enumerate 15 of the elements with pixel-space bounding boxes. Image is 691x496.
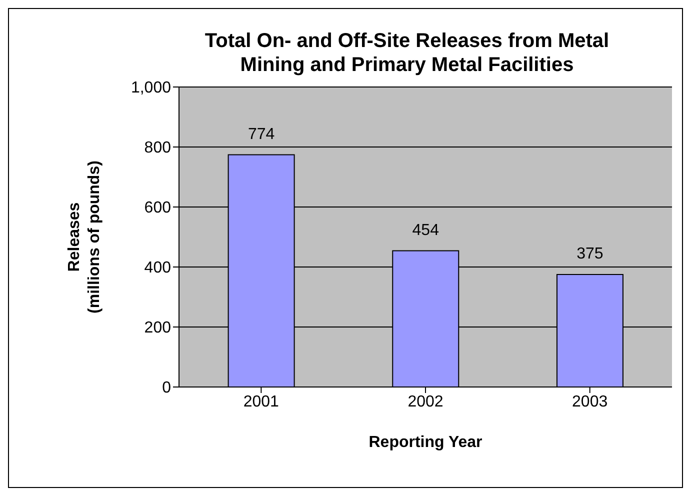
x-axis-title: Reporting Year: [368, 434, 482, 451]
x-tick-label: 2003: [572, 393, 608, 410]
y-tick-label: 200: [144, 320, 172, 337]
y-tick-label: 600: [144, 200, 172, 217]
x-tick-label: 2002: [408, 393, 444, 410]
y-tick-label: 400: [144, 260, 172, 277]
y-tick-label: 800: [144, 140, 172, 157]
chart-title: Total On- and Off-Site Releases from Metal Mining and Primary Metal Facilities: [204, 29, 610, 77]
y-tick-label: 1,000: [130, 80, 172, 97]
data-label: 454: [412, 222, 440, 239]
data-label: 375: [576, 246, 604, 262]
x-tick-label: 2001: [243, 393, 280, 410]
y-axis-title: Releases (millions of pounds): [66, 160, 103, 314]
data-label: 774: [248, 126, 275, 143]
y-tick-label: 0: [162, 380, 172, 397]
